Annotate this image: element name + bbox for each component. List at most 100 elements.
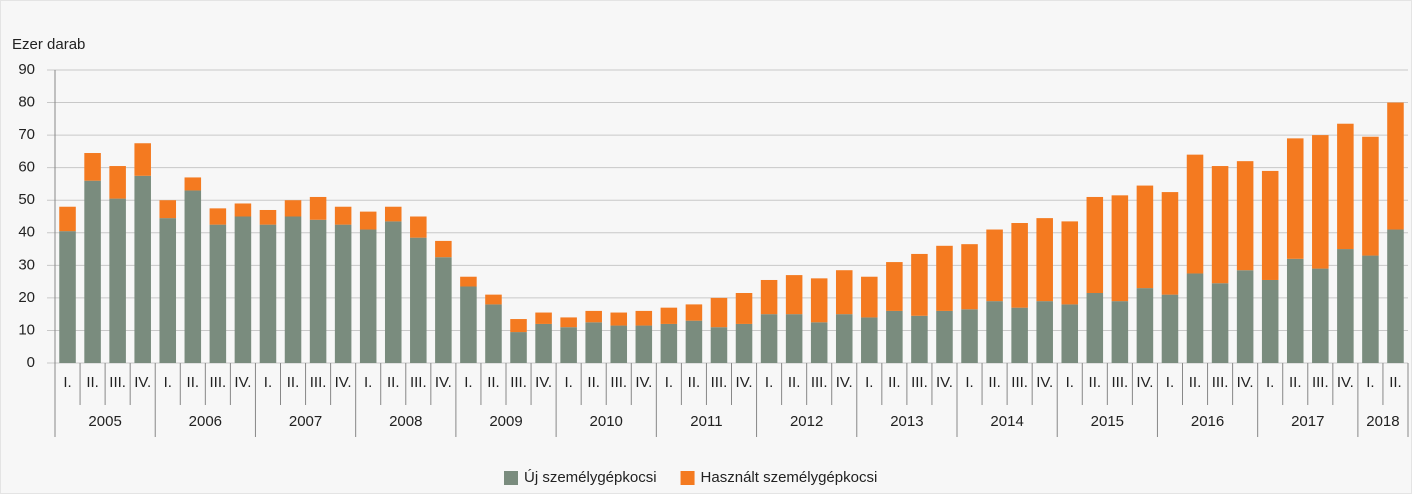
bar-segment [435,257,452,363]
x-tick-label: IV. [335,374,352,391]
x-tick-label: IV. [635,374,652,391]
bar-segment [159,200,177,219]
bar-segment [284,216,302,363]
bar-segment [560,327,577,363]
year-label: 2015 [1091,413,1124,430]
y-tick-label: 10 [18,321,35,338]
bar-segment [384,206,402,222]
bar-segment [485,294,502,305]
bar-segment [735,293,753,324]
bar-segment [59,231,76,363]
bar-segment [810,322,828,363]
bar-segment [410,216,427,238]
bar-segment [134,175,151,363]
x-tick-label: I. [1266,374,1274,391]
bar-segment [384,221,402,363]
bar-segment [1286,138,1304,259]
x-tick-label: I. [164,374,172,391]
bar-segment [460,286,477,363]
bar-segment [660,307,678,324]
bar-segment [1211,283,1229,363]
bar-segment [1337,249,1354,363]
x-tick-label: II. [287,374,300,391]
year-label: 2013 [890,413,923,430]
year-label: 2010 [590,413,623,430]
x-tick-label: II. [86,374,99,391]
bar-segment [785,314,803,363]
bar-segment [259,224,277,363]
bar-segment [1261,279,1279,363]
bar-segment [159,218,177,363]
bar-segment [234,203,252,217]
year-label: 2007 [289,413,322,430]
bar-segment [936,245,953,311]
year-label: 2018 [1366,413,1399,430]
x-tick-label: II. [1089,374,1102,391]
bar-segment [134,143,151,176]
x-tick-label: II. [1389,374,1402,391]
x-tick-label: I. [564,374,572,391]
bar-segment [1111,301,1129,363]
bar-segment [109,198,126,363]
bar-segment [184,190,202,363]
x-tick-label: III. [911,374,928,391]
x-tick-label: III. [109,374,126,391]
bar-segment [309,219,327,363]
bar-segment [835,270,853,315]
x-tick-label: I. [63,374,71,391]
bar-segment [510,332,527,363]
x-tick-label: IV. [1337,374,1354,391]
x-tick-label: III. [811,374,828,391]
bar-segment [1036,218,1053,302]
y-tick-label: 70 [18,126,35,143]
year-label: 2008 [389,413,422,430]
bar-segment [986,301,1003,363]
x-tick-label: II. [1289,374,1302,391]
x-tick-label: III. [510,374,527,391]
bar-segment [334,206,352,225]
bar-segment [610,312,628,326]
x-tick-label: IV. [535,374,552,391]
x-tick-label: II. [988,374,1001,391]
x-tick-label: IV. [1136,374,1153,391]
bar-segment [961,244,978,310]
bar-segment [810,278,828,323]
year-label: 2014 [990,413,1023,430]
bar-segment [911,253,928,316]
bar-segment [510,319,527,333]
bar-segment [1261,170,1279,280]
bar-segment [585,322,602,363]
legend-label: Használt személygépkocsi [701,469,878,486]
x-tick-label: II. [888,374,901,391]
y-tick-label: 30 [18,256,35,273]
bar-segment [635,325,653,363]
bar-segment [184,177,202,191]
x-tick-label: II. [487,374,500,391]
bar-segment [535,323,552,363]
bar-segment [334,224,352,363]
x-tick-label: III. [1011,374,1028,391]
y-tick-label: 20 [18,289,35,306]
y-axis-label: Ezer darab [12,36,85,53]
x-tick-label: II. [187,374,200,391]
year-label: 2011 [690,413,722,430]
bar-segment [1111,195,1129,302]
bar-segment [1061,221,1079,305]
x-tick-label: III. [711,374,728,391]
bar-segment [710,327,728,363]
bar-segment [1186,273,1204,363]
bar-segment [84,153,101,181]
bar-segment [234,216,252,363]
x-tick-label: I. [1066,374,1074,391]
bar-segment [835,314,853,363]
bar-segment [1312,268,1329,363]
bar-segment [84,180,101,363]
year-label: 2005 [88,413,121,430]
x-tick-label: IV. [134,374,151,391]
bar-segment [1011,307,1028,363]
bar-segment [710,297,728,328]
bar-segment [359,211,377,230]
bar-segment [1036,301,1053,363]
bar-segment [585,310,602,323]
bar-segment [485,304,502,363]
